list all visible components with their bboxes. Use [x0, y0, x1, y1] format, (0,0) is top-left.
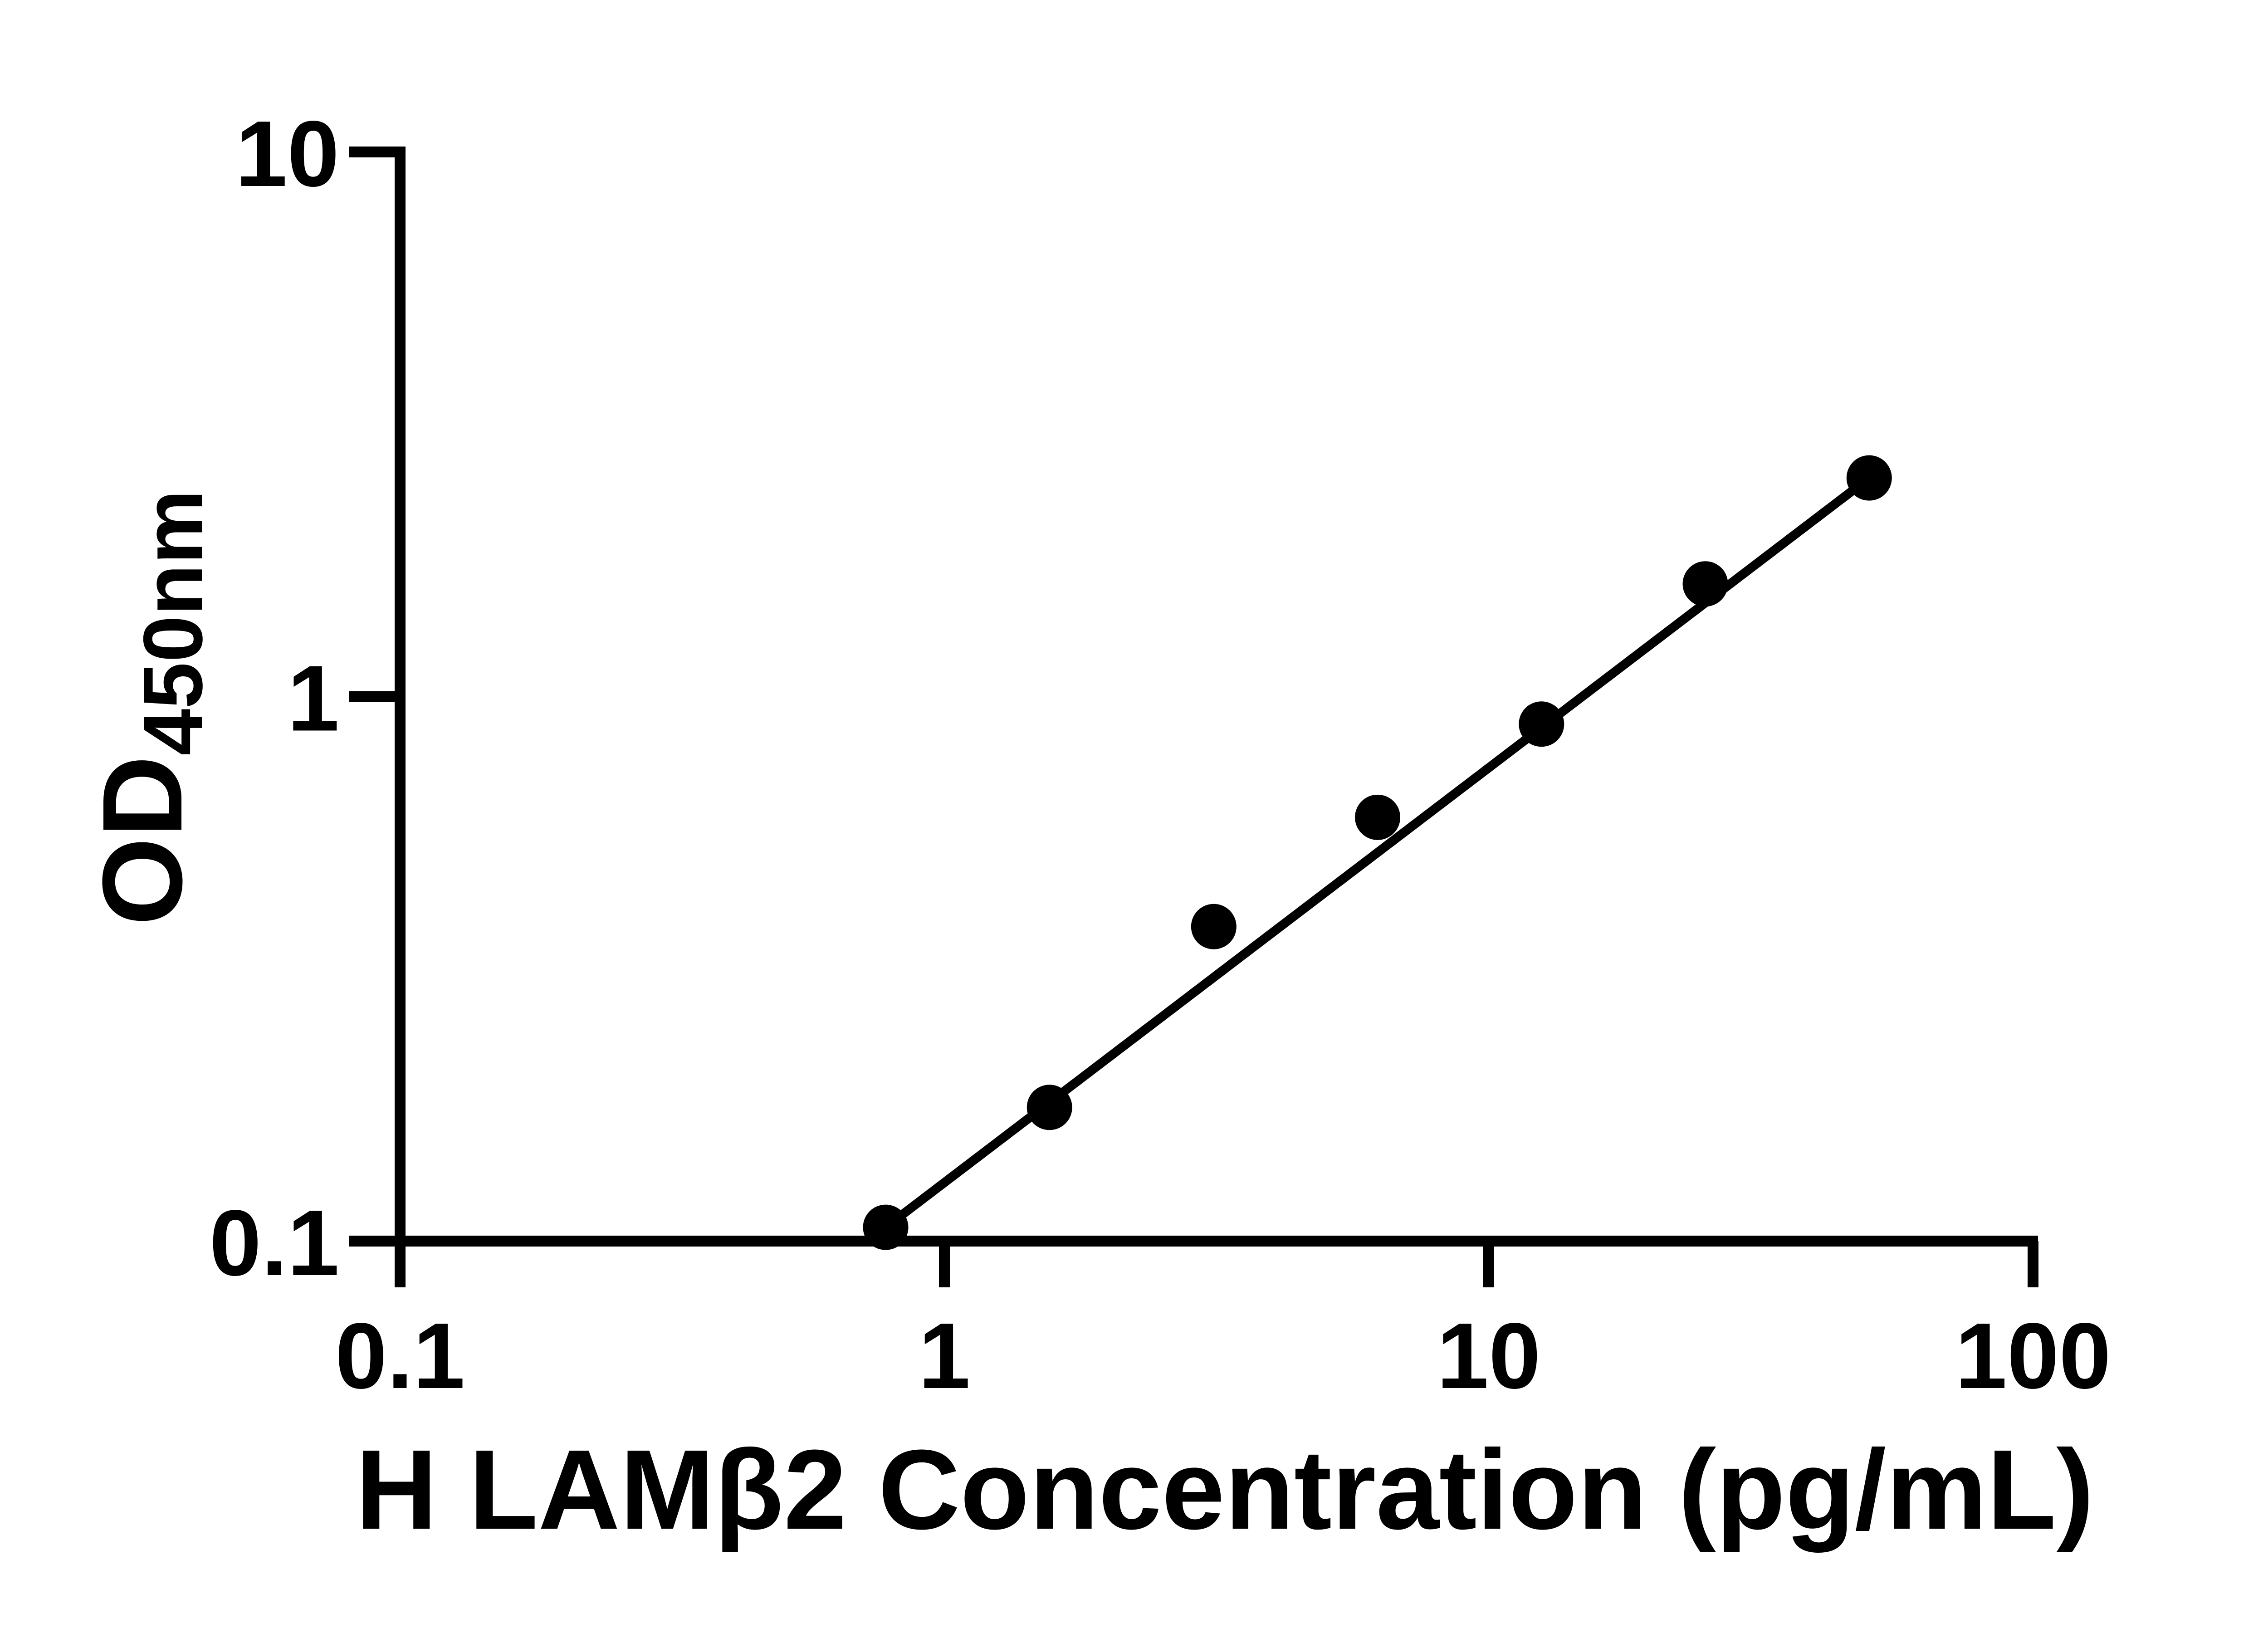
- x-tick-label: 100: [1955, 1304, 2111, 1408]
- data-point: [1682, 561, 1728, 607]
- data-point: [863, 1204, 909, 1250]
- x-tick-label: 0.1: [335, 1304, 465, 1408]
- x-axis-title: H LAMβ2 Concentration (pg/mL): [356, 1426, 2094, 1553]
- x-tick-label: 10: [1437, 1304, 1540, 1408]
- x-tick-label: 1: [919, 1304, 971, 1408]
- y-axis-title: OD450nm: [79, 489, 220, 925]
- series-layer: [863, 455, 1892, 1250]
- data-point: [1519, 701, 1564, 747]
- x-axis-tick-labels: 0.1 1 10 100: [335, 1304, 2111, 1408]
- y-axis-title-subscript: 450nm: [127, 489, 220, 755]
- y-axis-ticks: [349, 147, 400, 1247]
- x-axis-ticks: [395, 1241, 2038, 1287]
- data-point: [1191, 904, 1237, 949]
- data-point: [1026, 1085, 1072, 1130]
- y-axis-tick-labels: 0.1 1 10: [210, 102, 339, 1295]
- data-point: [1846, 455, 1892, 501]
- y-axis-title-main: OD: [79, 756, 205, 926]
- data-point: [1355, 794, 1401, 840]
- y-tick-label: 10: [235, 102, 339, 206]
- y-tick-label: 0.1: [210, 1191, 339, 1295]
- y-tick-label: 1: [287, 646, 339, 751]
